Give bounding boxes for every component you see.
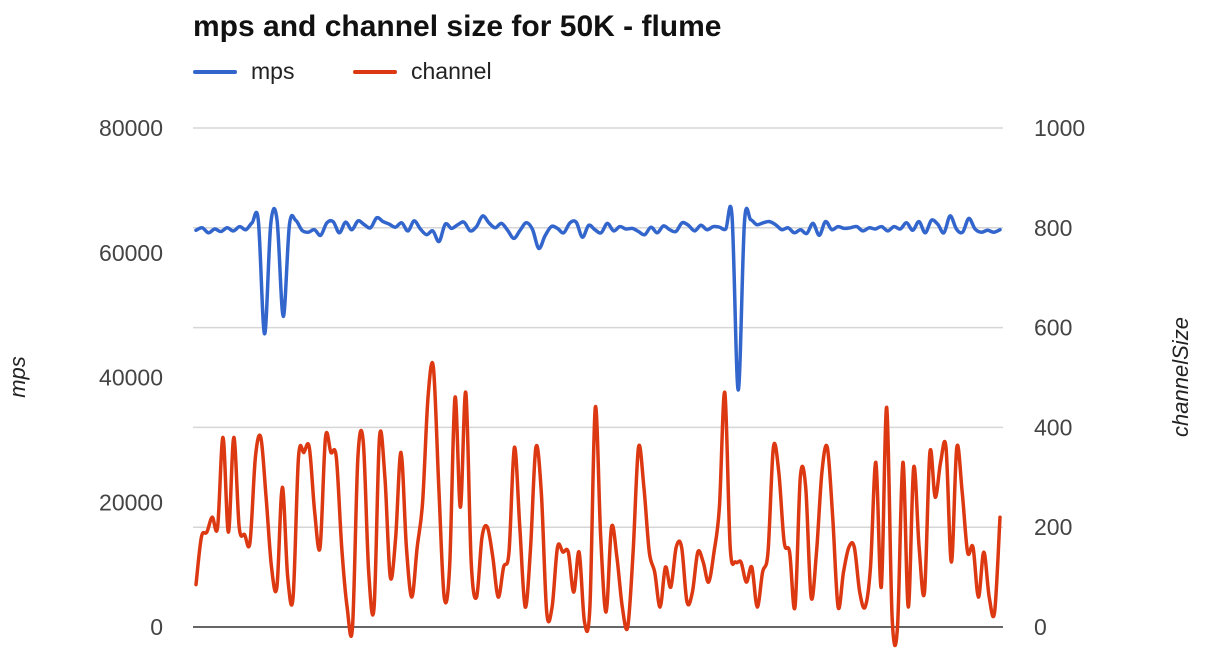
right-tick-label: 400 — [1034, 414, 1072, 440]
right-tick-label: 200 — [1034, 514, 1072, 540]
chart-title: mps and channel size for 50K - flume — [193, 10, 722, 43]
legend-label-channel: channel — [411, 58, 492, 84]
right-tick-label: 1000 — [1034, 115, 1085, 141]
series-line-mps — [194, 204, 1002, 392]
left-tick-label: 60000 — [99, 240, 163, 266]
series-line-channel — [194, 360, 1002, 648]
legend-swatch-channel — [353, 69, 397, 74]
right-tick-label: 600 — [1034, 315, 1072, 341]
right-tick-label: 0 — [1034, 614, 1047, 640]
y-axis-title-left: mps — [5, 356, 30, 398]
right-tick-label: 800 — [1034, 215, 1072, 241]
legend-label-mps: mps — [251, 58, 295, 84]
left-axis-ticks: 0 20000 40000 60000 80000 — [99, 115, 163, 640]
legend-item-mps: mps — [193, 58, 294, 85]
right-axis-ticks: 0 200 400 600 800 1000 — [1034, 115, 1085, 640]
y-axis-title-right: channelSize — [1168, 317, 1193, 437]
left-tick-label: 0 — [150, 614, 163, 640]
left-tick-label: 20000 — [99, 489, 163, 515]
legend-swatch-mps — [193, 69, 237, 74]
left-tick-label: 80000 — [99, 115, 163, 141]
legend-item-channel: channel — [353, 58, 492, 85]
left-tick-label: 40000 — [99, 365, 163, 391]
